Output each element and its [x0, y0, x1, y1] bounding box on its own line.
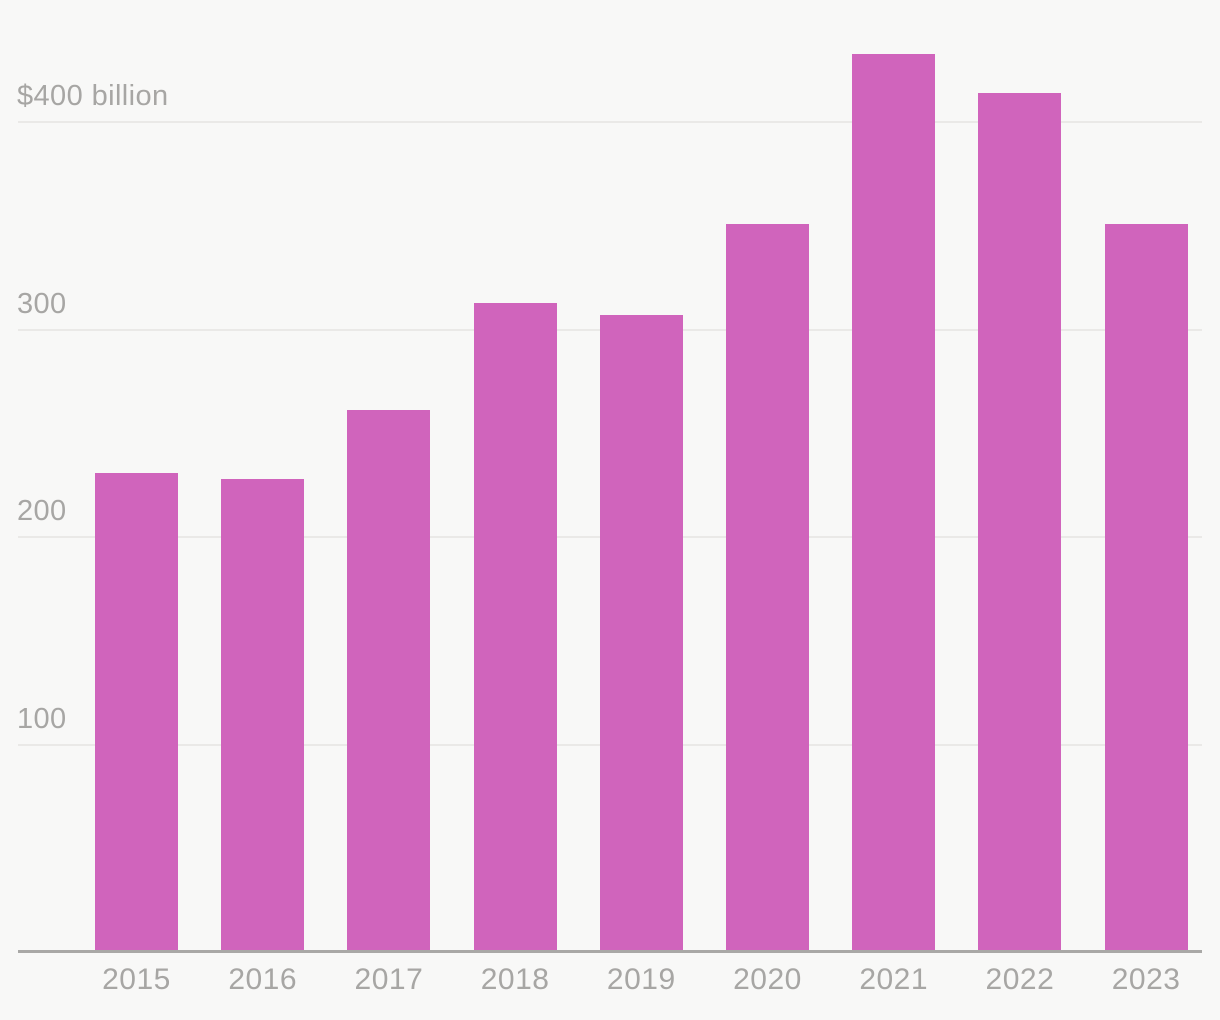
x-tick-label-2021: 2021: [859, 963, 929, 996]
y-tick-label-300: 300: [17, 287, 67, 320]
y-tick-label-400: $400 billion: [17, 80, 169, 112]
gridline-400: [18, 121, 1202, 123]
x-tick-label-2020: 2020: [733, 963, 802, 996]
bar-2015: [95, 473, 178, 952]
x-tick-label-2017: 2017: [354, 963, 424, 996]
bar-2019: [599, 315, 683, 952]
x-axis-line: [18, 950, 1202, 953]
y-tick-label-200: 200: [17, 495, 67, 527]
y-tick-label-100: 100: [17, 702, 67, 735]
bar-2023: [1104, 224, 1188, 952]
x-tick-label-2016: 2016: [228, 963, 298, 996]
bar-2021: [852, 54, 936, 952]
bar-2020: [726, 224, 809, 952]
bar-2017: [347, 410, 431, 952]
bar-2018: [473, 303, 557, 952]
x-tick-label-2023: 2023: [1111, 963, 1181, 996]
x-tick-label-2019: 2019: [606, 963, 676, 996]
bar-2022: [978, 93, 1062, 952]
x-tick-label-2022: 2022: [985, 963, 1055, 996]
x-tick-label-2018: 2018: [480, 963, 550, 996]
bar-2016: [221, 479, 305, 952]
x-tick-label-2015: 2015: [102, 963, 171, 996]
